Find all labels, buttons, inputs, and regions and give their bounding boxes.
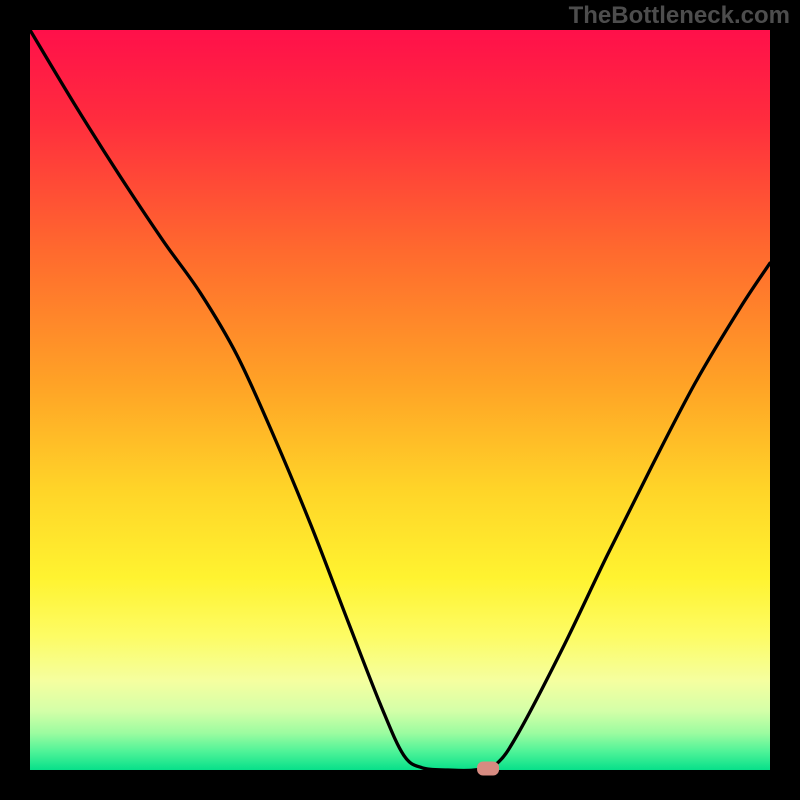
bottleneck-chart-frame: TheBottleneck.com: [0, 0, 800, 800]
optimal-point-marker: [477, 762, 499, 776]
bottleneck-chart-svg: [0, 0, 800, 800]
chart-background-gradient: [30, 30, 770, 770]
watermark-text: TheBottleneck.com: [569, 2, 790, 30]
